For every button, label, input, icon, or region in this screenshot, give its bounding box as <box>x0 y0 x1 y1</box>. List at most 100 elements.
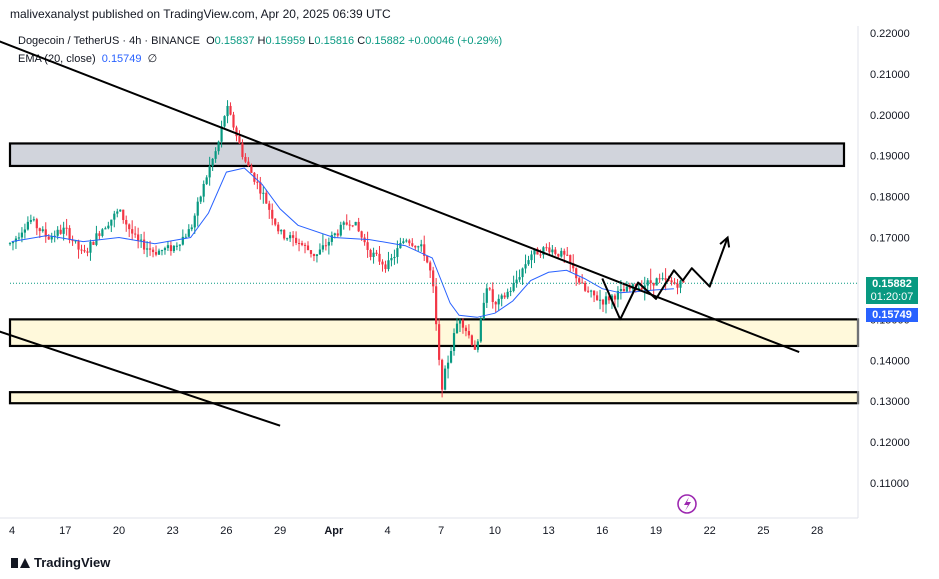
candle-body <box>426 255 429 263</box>
candle-body <box>32 219 35 221</box>
candle-body <box>241 143 244 157</box>
candle-body <box>309 250 313 254</box>
candle-body <box>518 277 521 280</box>
candle-body <box>184 236 187 238</box>
candle-body <box>205 177 208 184</box>
candle-body <box>50 236 53 240</box>
candle-body <box>619 289 622 291</box>
candle-body <box>71 240 74 242</box>
zone-support <box>8 318 860 348</box>
candle-body <box>548 247 551 253</box>
candle-body <box>256 181 259 183</box>
candle-body <box>330 235 333 242</box>
candle-body <box>449 351 453 363</box>
candle-body <box>533 248 536 255</box>
candle-body <box>223 116 226 127</box>
x-tick-label: 4 <box>384 525 390 537</box>
candle-body <box>134 233 137 235</box>
candle-body <box>664 278 667 280</box>
candle-body <box>646 280 649 286</box>
x-tick-label: 17 <box>59 525 71 537</box>
x-tick-label: 23 <box>167 525 179 537</box>
last-price-tag: 0.15882 01:20:07 <box>866 277 918 304</box>
candle-body <box>408 240 411 244</box>
candle-body <box>160 250 164 252</box>
candle-body <box>199 196 202 202</box>
candle-body <box>679 280 682 288</box>
candle-body <box>14 238 18 242</box>
candle-body <box>625 286 628 292</box>
candle-body <box>294 237 298 243</box>
candle-body <box>193 215 196 228</box>
candle-body <box>154 252 158 255</box>
y-tick-label: 0.17000 <box>870 233 910 245</box>
candle-body <box>563 250 566 255</box>
candle-body <box>670 280 673 283</box>
candle-body <box>551 249 554 253</box>
legend-high-label: H <box>257 35 266 47</box>
trendline-lower-channel <box>0 330 281 427</box>
projection-path <box>601 237 729 321</box>
y-tick-label: 0.18000 <box>870 192 910 204</box>
y-tick-label: 0.13000 <box>870 396 910 408</box>
candle-body <box>339 224 342 236</box>
candle-body <box>527 260 530 265</box>
candle-body <box>673 282 676 284</box>
candle-body <box>429 262 432 271</box>
trendline-descending-resistance <box>0 40 800 354</box>
legend-symbol: Dogecoin / TetherUS · 4h · BINANCE <box>18 35 200 47</box>
x-tick-label: 13 <box>542 525 554 537</box>
candle-body <box>259 182 262 194</box>
candle-body <box>181 236 184 245</box>
candle-body <box>536 248 539 255</box>
candle-body <box>375 252 378 254</box>
candle-body <box>107 225 110 229</box>
candle-body <box>342 222 345 225</box>
x-tick-label: 29 <box>274 525 286 537</box>
candle-body <box>41 229 44 232</box>
flash-icon[interactable] <box>677 494 697 514</box>
candle-body <box>399 242 402 249</box>
candle-body <box>458 320 462 324</box>
candle-body <box>354 221 357 226</box>
tradingview-logo[interactable]: TradingView <box>11 555 110 570</box>
ema-line <box>11 167 674 318</box>
candle-body <box>655 278 658 286</box>
candle-body <box>441 359 444 390</box>
y-tick-label: 0.21000 <box>870 69 910 81</box>
candle-body <box>145 248 149 250</box>
candle-body <box>455 323 459 334</box>
candle-body <box>423 244 426 256</box>
candle-body <box>435 286 438 325</box>
legend-change: +0.00046 (+0.29%) <box>408 35 503 47</box>
candle-body <box>321 245 324 250</box>
candle-body <box>95 233 98 245</box>
projection-arrow-head <box>719 235 731 248</box>
candle-body <box>464 327 468 332</box>
candle-body <box>476 341 479 350</box>
candle-body <box>515 279 518 284</box>
candle-body <box>128 224 131 230</box>
candle-body <box>125 219 128 225</box>
candle-body <box>80 249 83 251</box>
candle-body <box>268 203 271 210</box>
candle-body <box>292 235 295 238</box>
candle-body <box>661 278 664 280</box>
candle-body <box>417 246 420 248</box>
candle-body <box>443 368 447 390</box>
x-tick-label: 4 <box>9 525 15 537</box>
candle-body <box>503 295 506 298</box>
tradingview-brand: TradingView <box>34 555 111 570</box>
legend-open: 0.15837 <box>214 35 255 47</box>
candle-body <box>420 244 423 247</box>
candle-body <box>446 362 450 369</box>
y-tick-label: 0.14000 <box>870 355 910 367</box>
candle-body <box>369 249 372 258</box>
candle-body <box>557 253 560 257</box>
candle-body <box>178 244 181 246</box>
candle-body <box>366 242 369 250</box>
x-tick-label: 19 <box>650 525 662 537</box>
candle-body <box>98 233 101 236</box>
candle-body <box>172 245 175 252</box>
